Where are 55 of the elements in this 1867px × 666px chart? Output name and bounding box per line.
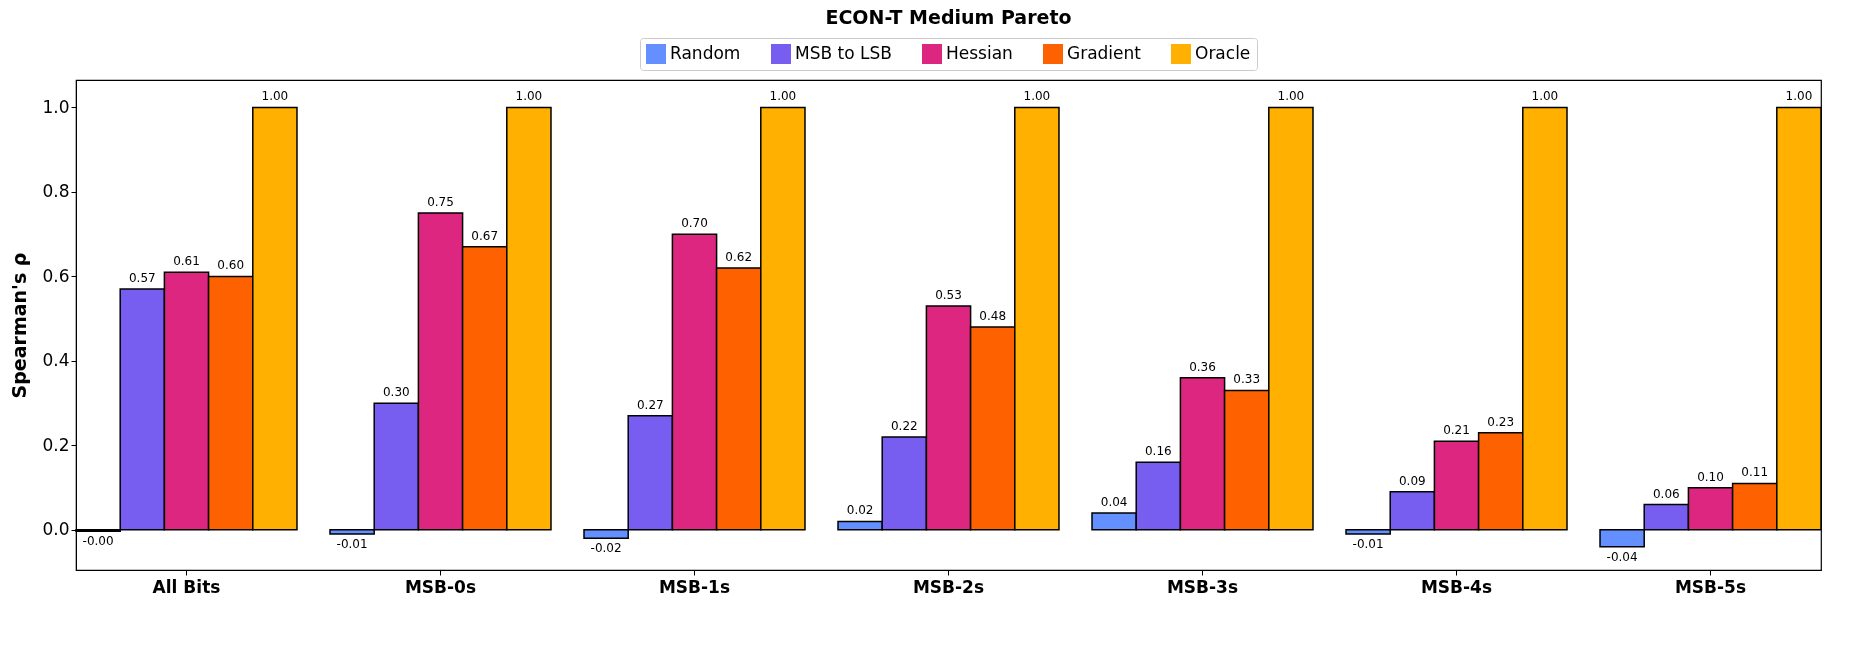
data-label: 0.06: [1652, 486, 1680, 501]
data-label: 0.22: [890, 418, 918, 433]
data-label: 1.00: [769, 89, 797, 104]
data-label: -0.01: [1352, 537, 1384, 552]
x-tick-label: MSB-0s: [404, 576, 477, 597]
data-label: 1.00: [515, 89, 543, 104]
legend-label: Gradient: [1067, 43, 1142, 63]
data-label: 1.00: [1531, 89, 1559, 104]
data-label: -0.02: [590, 541, 622, 556]
data-label: 0.62: [725, 249, 753, 264]
data-label: 0.57: [128, 271, 156, 286]
x-tick-label: MSB-5s: [1674, 576, 1747, 597]
data-label: 0.61: [173, 254, 200, 269]
data-label: 0.10: [1697, 469, 1724, 484]
y-tick-label: 0.8: [42, 181, 70, 202]
y-axis-title: Spearman's ρ: [8, 252, 31, 399]
x-tick-label: MSB-3s: [1166, 576, 1239, 597]
data-label: 0.09: [1398, 473, 1426, 488]
y-tick-label: 0.2: [42, 434, 70, 455]
legend-label: Oracle: [1195, 43, 1251, 63]
legend-label: Random: [670, 43, 741, 63]
data-label: 0.27: [636, 397, 664, 412]
x-tick-label: MSB-4s: [1420, 576, 1493, 597]
data-label: 1.00: [261, 89, 289, 104]
data-label: 0.04: [1100, 494, 1128, 509]
data-label: 0.75: [427, 195, 454, 210]
x-tick-label: All Bits: [152, 576, 221, 597]
data-label: 0.33: [1233, 372, 1261, 387]
data-label: -0.00: [82, 534, 114, 549]
data-label: 0.48: [979, 309, 1007, 324]
y-tick-label: 0.4: [42, 350, 70, 371]
data-label: 0.02: [846, 503, 874, 518]
data-label: 1.00: [1785, 89, 1813, 104]
data-label: 0.16: [1144, 444, 1172, 459]
data-label: 0.11: [1741, 465, 1769, 480]
legend-label: Hessian: [946, 43, 1013, 63]
x-tick-label: MSB-1s: [658, 576, 731, 597]
data-label: -0.01: [336, 537, 368, 552]
data-label: 0.67: [471, 228, 499, 243]
x-tick-label: MSB-2s: [912, 576, 985, 597]
chart-title: ECON-T Medium Pareto: [825, 5, 1072, 28]
data-label: 0.53: [935, 287, 962, 302]
data-label: 0.36: [1189, 359, 1216, 374]
data-label: 1.00: [1023, 89, 1051, 104]
data-label: 0.23: [1487, 414, 1515, 429]
legend-label: MSB to LSB: [795, 43, 892, 63]
y-tick-label: 0.0: [42, 519, 70, 540]
data-label: 1.00: [1277, 89, 1305, 104]
data-label: 0.60: [217, 258, 245, 273]
data-label: 0.21: [1443, 423, 1470, 438]
y-tick-label: 0.6: [42, 265, 70, 286]
data-label: 0.30: [382, 385, 410, 400]
data-label: 0.70: [681, 216, 708, 231]
y-tick-label: 1.0: [42, 96, 70, 117]
data-label: -0.04: [1606, 549, 1638, 564]
